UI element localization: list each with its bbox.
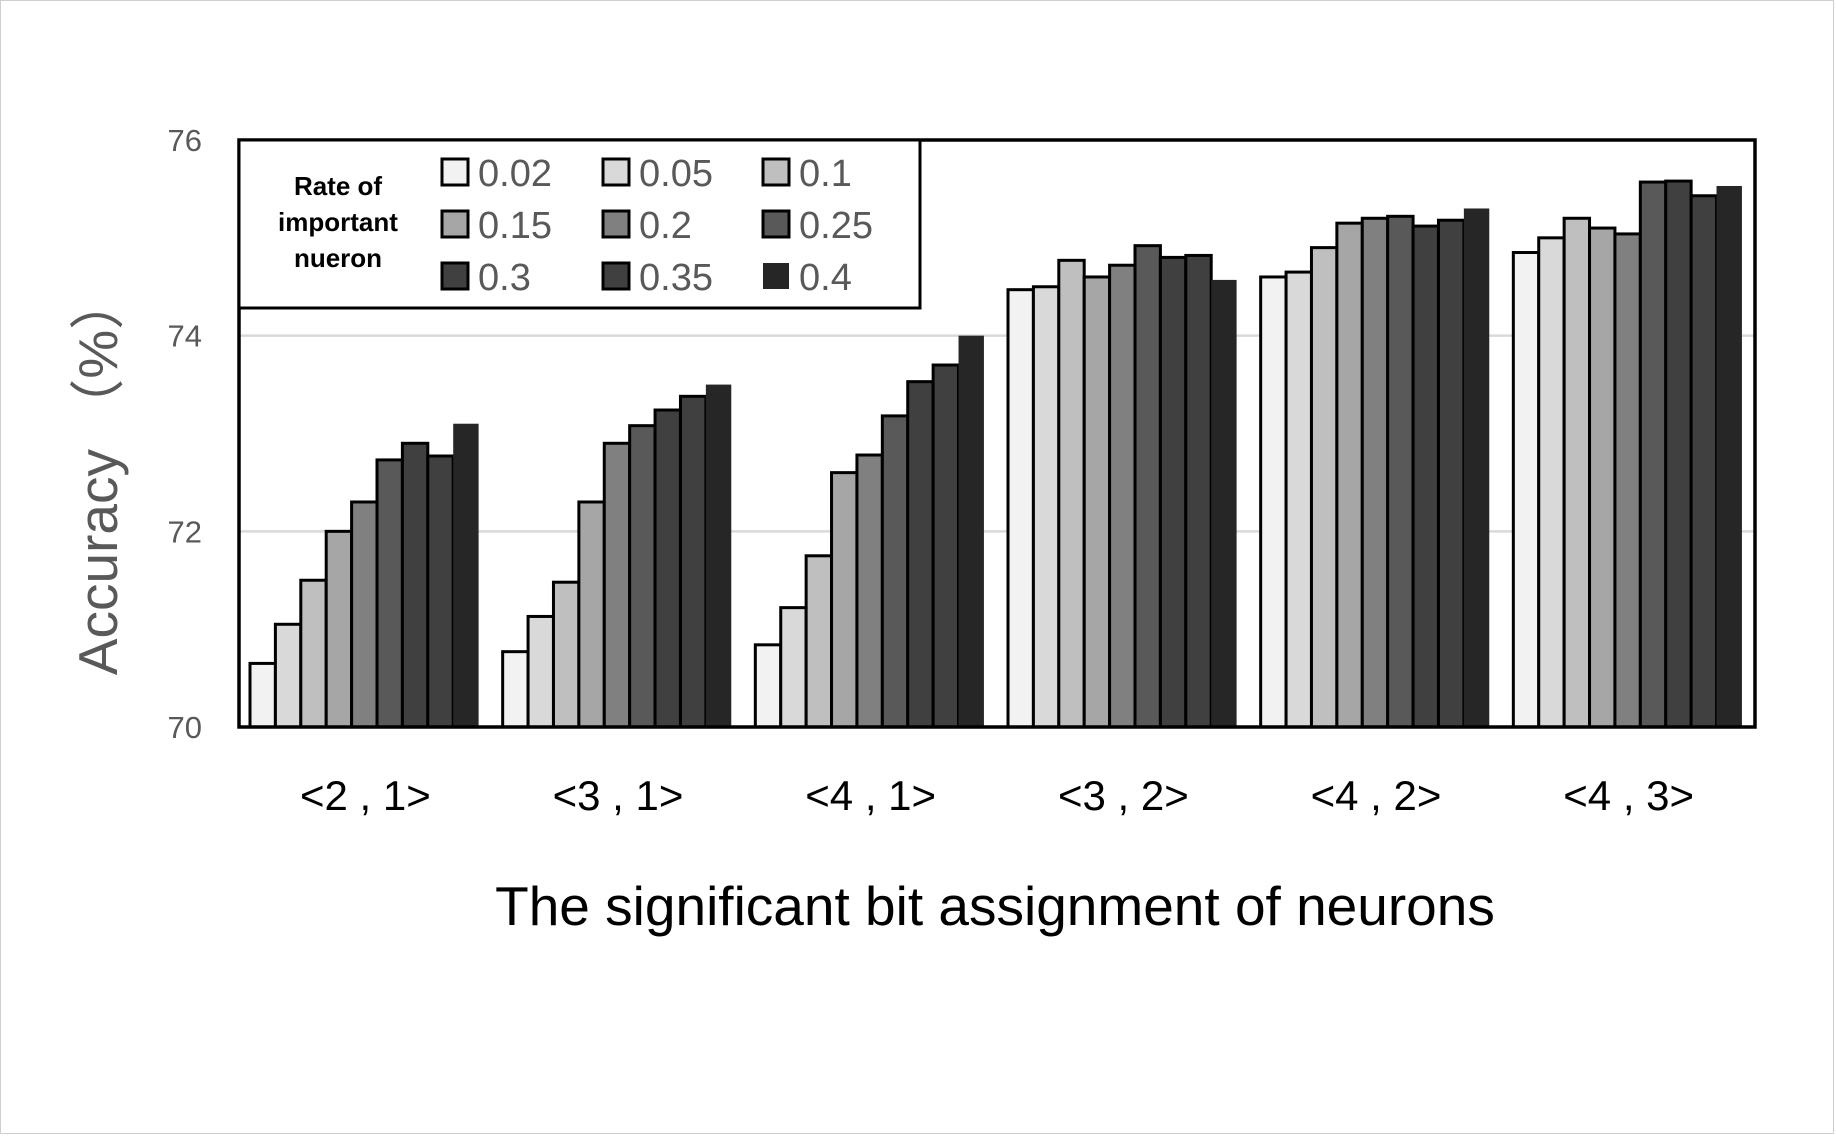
legend-swatch [761,157,791,187]
bar-0.3-5 [1664,179,1693,729]
bar-0.2-2 [855,453,884,729]
bar-0.1-3 [1057,258,1086,729]
bar-0.02-3 [1006,288,1035,729]
bar-0.15-1 [577,500,606,729]
bar-0.02-5 [1511,251,1541,729]
legend-swatch [763,263,789,289]
legend-entry-label: 0.05 [639,153,713,195]
legend-swatch [440,209,470,239]
x-category-labels: <2 , 1> <3 , 1> <4 , 1> <3 , 2> <4 , 2> <4 , … [300,772,1694,819]
bar-0.2-3 [1108,263,1137,729]
bar-0.05-3 [1031,285,1061,729]
bar-0.02-0 [248,661,277,729]
bar-0.3-1 [653,408,682,729]
legend-swatch [761,209,791,239]
bar-0.15-0 [324,529,354,729]
bar-0.35-3 [1184,253,1213,729]
bar-0.2-0 [350,500,379,729]
bar-0.05-1 [526,614,555,729]
legend-entry-label: 0.1 [799,153,852,195]
legend-swatch [601,261,631,291]
bar-0.4-0 [453,423,479,727]
x-category-label: <3 , 1> [553,772,684,819]
x-category-label: <4 , 2> [1311,772,1442,819]
y-axis-title: Accuracy （%） [67,275,129,675]
y-tick-labels: 70 72 74 76 [168,123,202,745]
y-tick-label: 70 [168,710,202,745]
legend-entry-label: 0.2 [639,205,692,247]
bar-0.35-4 [1436,218,1466,729]
legend-entry-label: 0.35 [639,257,713,299]
bar-0.1-0 [299,578,328,729]
bar-0.35-2 [931,363,961,729]
bar-0.05-0 [273,622,303,729]
bar-0.15-3 [1082,275,1112,729]
x-axis-title: The significant bit assignment of neuron… [495,875,1495,937]
bar-0.4-3 [1211,279,1237,727]
bar-0.25-0 [375,458,404,729]
legend-box [237,138,922,310]
legend: Rate of important nueron 0.02 0.05 0.1 0.15 0.2… [237,138,922,310]
x-category-label: <2 , 1> [300,772,431,819]
legend-swatch [601,157,631,187]
bar-0.1-1 [551,580,581,729]
y-tick-label: 76 [168,123,202,158]
legend-entry-label: 0.02 [478,153,552,195]
legend-swatch [440,261,470,291]
bar-0.15-2 [830,471,859,729]
bar-0.2-4 [1360,216,1390,729]
bar-0.05-2 [779,606,808,729]
legend-title: nueron [294,243,382,273]
y-tick-label: 72 [168,514,202,549]
bar-0.05-4 [1284,270,1313,729]
bars [248,179,1742,729]
legend-title: important [278,207,398,237]
bar-0.15-4 [1335,221,1364,729]
bar-0.4-2 [958,335,984,727]
bar-0.25-1 [628,424,657,729]
bar-0.2-5 [1613,232,1642,729]
axes [237,138,1757,729]
bar-0.25-3 [1133,244,1162,729]
bar-0.25-5 [1638,180,1668,729]
bar-0.25-2 [880,414,910,729]
bar-0.3-3 [1158,255,1188,729]
legend-entry-label: 0.15 [478,205,552,247]
bar-0.2-1 [602,441,632,729]
legend-entry-label: 0.3 [478,257,531,299]
x-category-label: <3 , 2> [1058,772,1189,819]
bar-0.05-5 [1537,236,1566,729]
bar-0.02-2 [753,643,783,729]
bar-0.15-5 [1588,226,1617,729]
legend-title: Rate of [294,171,382,201]
bar-0.1-4 [1309,246,1339,729]
legend-entry-label: 0.25 [799,205,873,247]
bar-0.02-1 [501,650,530,729]
bar-0.3-0 [400,441,430,729]
bar-0.4-4 [1463,208,1490,727]
gridlines [239,334,1755,533]
legend-swatch [440,157,470,187]
legend-entry-label: 0.4 [799,257,852,299]
bar-0.4-1 [705,384,732,727]
plot-area-border [237,138,1757,729]
bar-0.35-0 [426,454,455,729]
x-category-label: <4 , 3> [1563,772,1694,819]
bar-0.4-5 [1716,185,1742,727]
x-category-label: <4 , 1> [805,772,936,819]
bar-0.02-4 [1259,275,1288,729]
bar-0.3-2 [906,380,935,729]
y-tick-label: 74 [168,319,202,354]
bar-0.1-2 [804,554,834,729]
bar-0.35-1 [678,394,708,729]
bar-0.25-4 [1386,214,1415,729]
bar-0.35-5 [1689,194,1719,729]
bar-0.1-5 [1562,216,1592,729]
legend-swatch [601,209,631,239]
bar-0.3-4 [1411,224,1440,729]
